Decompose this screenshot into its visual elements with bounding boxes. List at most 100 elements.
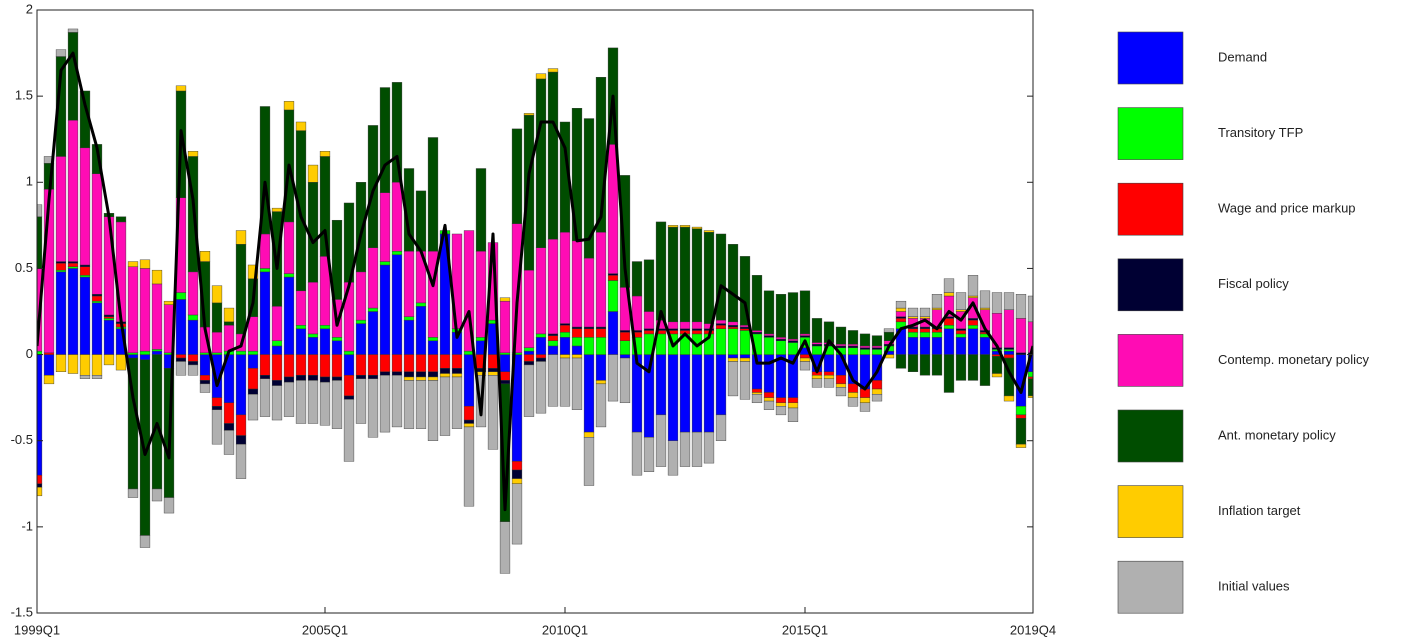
bar-segment (919, 354, 931, 376)
bar-segment (79, 264, 91, 267)
bar-segment (151, 350, 163, 355)
bar-segment (787, 292, 799, 340)
x-tick-label: 2010Q1 (542, 622, 588, 637)
bar-segment (199, 352, 211, 355)
bar-segment (715, 323, 727, 326)
bar-segment (1003, 292, 1015, 310)
bar-segment (871, 349, 883, 355)
bar-segment (331, 337, 343, 341)
bar-segment (607, 354, 619, 402)
bar-segment (103, 314, 115, 317)
bar-segment (691, 228, 703, 323)
bar-segment (43, 354, 55, 376)
bar-segment (259, 378, 271, 417)
bar-segment (79, 375, 91, 379)
bar-segment (247, 388, 259, 395)
bar-segment (571, 328, 583, 338)
bar-segment (283, 354, 295, 378)
bar-segment (679, 354, 691, 433)
bar-segment (223, 402, 235, 424)
bar-segment (91, 354, 103, 376)
bar-segment (703, 230, 715, 233)
bar-segment (559, 357, 571, 407)
bar-segment (559, 337, 571, 355)
bar-segment (1003, 349, 1015, 352)
x-tick-label: 1999Q1 (14, 622, 60, 637)
bar-segment (211, 406, 223, 410)
bar-segment (535, 247, 547, 335)
bar-segment (787, 397, 799, 404)
bar-segment (391, 371, 403, 376)
bar-segment (463, 419, 475, 424)
bar-segment (859, 347, 871, 350)
bar-segment (439, 373, 451, 378)
bar-segment (751, 330, 763, 333)
bar-segment (847, 383, 859, 393)
bar-segment (307, 354, 319, 376)
bar-segment (955, 292, 967, 310)
bar-segment (403, 319, 415, 355)
bar-segment (283, 381, 295, 417)
bar-segment (691, 226, 703, 230)
bar-segment (835, 387, 847, 397)
bar-segment (871, 380, 883, 390)
bar-segment (139, 259, 151, 269)
bar-segment (895, 316, 907, 319)
bar-segment (379, 261, 391, 266)
bar-segment (691, 321, 703, 329)
bar-segment (319, 354, 331, 378)
bar-segment (811, 342, 823, 345)
bar-segment (439, 354, 451, 369)
legend-swatch (1117, 560, 1184, 614)
bar-segment (895, 318, 907, 323)
bar-segment (127, 261, 139, 267)
bar-segment (547, 333, 559, 336)
bar-segment (79, 276, 91, 355)
bar-segment (463, 426, 475, 507)
bar-segment (511, 469, 523, 479)
legend-swatch (1117, 182, 1184, 236)
bar-segment (859, 402, 871, 412)
bar-segment (463, 230, 475, 352)
bar-segment (487, 354, 499, 369)
bar-segment (415, 376, 427, 381)
bar-segment (583, 328, 595, 338)
bar-segment (931, 337, 943, 355)
bar-segment (319, 325, 331, 329)
bar-segment (355, 323, 367, 355)
bar-segment (979, 337, 991, 355)
bar-segment (1015, 443, 1027, 448)
bar-segment (559, 232, 571, 324)
bar-segment (271, 354, 283, 381)
bar-segment (247, 354, 259, 369)
bar-segment (271, 380, 283, 386)
bar-segment (127, 266, 139, 354)
bar-segment (799, 361, 811, 371)
bar-segment (55, 263, 67, 271)
bar-segment (499, 354, 511, 373)
bar-segment (367, 307, 379, 312)
bar-segment (379, 354, 391, 373)
bar-segment (295, 121, 307, 131)
bar-segment (43, 375, 55, 385)
bar-segment (283, 273, 295, 278)
bar-segment (259, 271, 271, 355)
bar-segment (379, 87, 391, 193)
bar-segment (871, 388, 883, 395)
bar-segment (739, 354, 751, 359)
bar-segment (391, 354, 403, 373)
bar-segment (739, 361, 751, 400)
bar-segment (547, 71, 559, 240)
bar-segment (667, 225, 679, 228)
bar-segment (403, 250, 415, 317)
bar-segment (895, 311, 907, 317)
bar-segment (967, 328, 979, 355)
bar-segment (139, 535, 151, 548)
y-tick-label: 0 (26, 346, 33, 361)
bar-segment (907, 307, 919, 317)
bar-segment (79, 354, 91, 376)
bar-segment (859, 333, 871, 347)
bar-segment (799, 357, 811, 362)
